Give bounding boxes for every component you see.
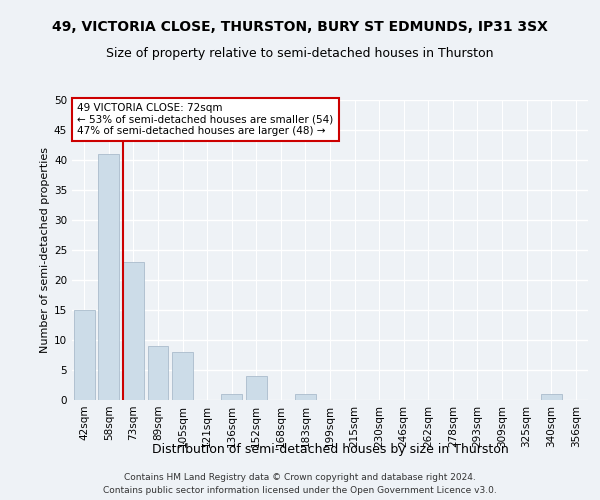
Y-axis label: Number of semi-detached properties: Number of semi-detached properties [40,147,50,353]
Bar [98,154,119,400]
Bar [172,352,193,400]
Bar [221,394,242,400]
Text: Size of property relative to semi-detached houses in Thurston: Size of property relative to semi-detach… [106,48,494,60]
Bar [123,262,144,400]
Bar [148,346,169,400]
Text: 49 VICTORIA CLOSE: 72sqm
← 53% of semi-detached houses are smaller (54)
47% of s: 49 VICTORIA CLOSE: 72sqm ← 53% of semi-d… [77,103,334,136]
Bar [541,394,562,400]
Text: Distribution of semi-detached houses by size in Thurston: Distribution of semi-detached houses by … [152,442,508,456]
Bar [74,310,95,400]
Bar [295,394,316,400]
Bar [246,376,267,400]
Text: Contains public sector information licensed under the Open Government Licence v3: Contains public sector information licen… [103,486,497,495]
Text: Contains HM Land Registry data © Crown copyright and database right 2024.: Contains HM Land Registry data © Crown c… [124,472,476,482]
Text: 49, VICTORIA CLOSE, THURSTON, BURY ST EDMUNDS, IP31 3SX: 49, VICTORIA CLOSE, THURSTON, BURY ST ED… [52,20,548,34]
